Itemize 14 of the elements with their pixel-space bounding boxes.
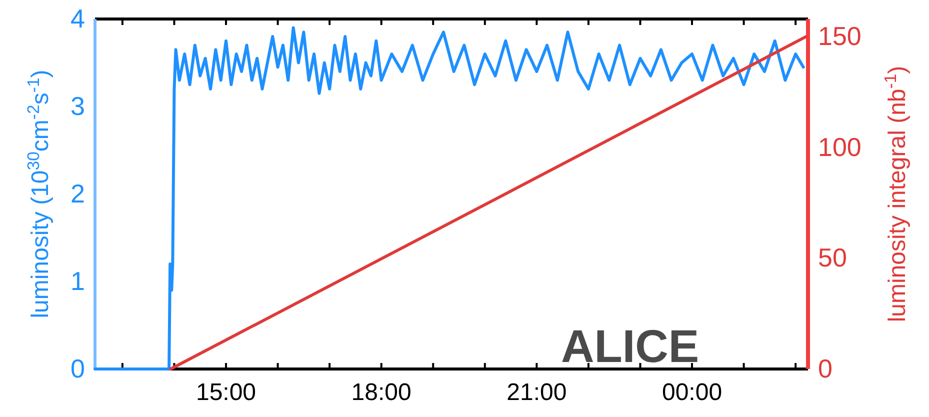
- y-tick-label: 3: [70, 90, 85, 121]
- y-tick-label: 2: [70, 178, 85, 208]
- annotation: ALICE: [561, 320, 699, 372]
- y-tick-label: 1: [70, 266, 85, 296]
- x-tick-label: 00:00: [662, 379, 722, 406]
- y2-tick-label: 150: [818, 21, 862, 52]
- y2-tick-label: 50: [818, 242, 847, 273]
- x-tick-label: 21:00: [506, 379, 567, 406]
- y2-tick-label: 0: [818, 353, 832, 384]
- y-tick-label: 4: [70, 3, 85, 34]
- x-tick-label: 15:00: [196, 379, 256, 406]
- x-tick-label: 18:00: [351, 379, 412, 406]
- y2-tick-label: 100: [818, 132, 862, 162]
- y-tick-label: 0: [70, 353, 85, 384]
